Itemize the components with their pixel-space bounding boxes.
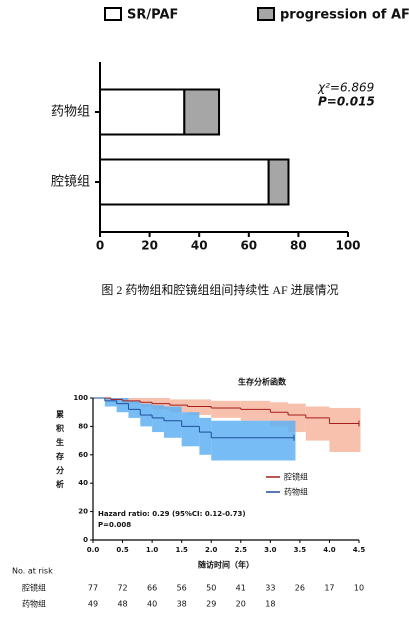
x-tick-label: 60 — [240, 239, 257, 253]
ci-band — [181, 412, 200, 447]
y-tick-label: 腔镜组 — [51, 175, 90, 190]
ci-band — [329, 407, 359, 452]
x-axis-label: 随访时间（年） — [198, 560, 254, 570]
x-tick-label: 0 — [96, 239, 104, 253]
risk-count: 41 — [236, 584, 246, 593]
x-tick-label: 20 — [141, 239, 158, 253]
annotation: P=0.015 — [318, 95, 375, 109]
risk-count: 26 — [295, 584, 305, 593]
risk-count: 17 — [324, 584, 334, 593]
x-tick-label: 1.5 — [175, 546, 188, 554]
x-tick-label: 80 — [290, 239, 307, 253]
ci-band — [240, 400, 271, 421]
x-tick-label: 3.0 — [264, 546, 277, 554]
risk-row-label: 药物组 — [22, 599, 46, 609]
x-tick-label: 0.5 — [116, 546, 129, 554]
risk-count: 40 — [147, 600, 157, 609]
risk-count: 56 — [177, 584, 187, 593]
legend-label: progression of AF — [280, 8, 409, 23]
x-tick-label: 100 — [335, 239, 360, 253]
legend-label: SR/PAF — [127, 8, 178, 23]
risk-count: 38 — [177, 600, 187, 609]
risk-table-title: No. at risk — [12, 567, 53, 576]
risk-count: 33 — [265, 584, 275, 593]
annotation: Hazard ratio: 0.29 (95%CI: 0.12-0.73) — [98, 510, 246, 518]
ci-band — [211, 400, 241, 418]
bar-segment — [99, 88, 186, 136]
ci-band — [293, 420, 296, 461]
ci-band — [305, 406, 330, 441]
x-tick-label: 1.0 — [146, 546, 159, 554]
bar-segment — [183, 88, 221, 136]
ci-band — [211, 420, 294, 461]
legend-label: 腔镜组 — [284, 472, 308, 482]
y-tick-label: 0 — [83, 536, 88, 544]
risk-count: 18 — [265, 600, 275, 609]
x-tick-label: 0.0 — [87, 546, 100, 554]
risk-count: 10 — [354, 584, 364, 593]
y-tick-label: 100 — [73, 394, 88, 402]
legend-label: 药物组 — [284, 487, 308, 497]
ci-band — [116, 398, 129, 413]
y-axis-label: 累积生存分析 — [56, 409, 65, 494]
y-tick-label: 80 — [78, 422, 88, 430]
legend-swatch — [104, 7, 122, 21]
ci-band — [163, 406, 182, 438]
ci-band — [104, 398, 117, 407]
x-tick-label: 3.5 — [294, 546, 307, 554]
y-tick-label: 20 — [78, 508, 88, 516]
x-tick-label: 40 — [191, 239, 208, 253]
x-tick-label: 2.5 — [235, 546, 248, 554]
ci-band — [199, 417, 212, 455]
annotation: χ²=6.869 — [317, 81, 374, 95]
risk-count: 72 — [117, 584, 127, 593]
y-tick-label: 60 — [78, 451, 88, 459]
bar-segment — [267, 158, 290, 206]
risk-count: 29 — [206, 600, 216, 609]
y-tick-label: 40 — [78, 479, 88, 487]
chart-title: 生存分析函数 — [238, 377, 287, 387]
ci-band — [270, 402, 289, 427]
legend-swatch — [257, 7, 275, 21]
x-tick-label: 4.0 — [323, 546, 336, 554]
risk-count: 77 — [88, 584, 98, 593]
bar-segment — [99, 158, 270, 206]
risk-count: 48 — [117, 600, 127, 609]
risk-count: 66 — [147, 584, 157, 593]
y-tick-label: 药物组 — [51, 105, 90, 120]
caption: 图 2 药物组和腔镜组组间持续性 AF 进展情况 — [101, 282, 338, 297]
ci-band — [152, 405, 164, 433]
risk-count: 20 — [236, 600, 246, 609]
ci-band — [359, 407, 361, 452]
ci-band — [187, 399, 212, 416]
risk-count: 50 — [206, 584, 216, 593]
risk-count: 49 — [88, 600, 98, 609]
annotation: P=0.008 — [98, 521, 131, 529]
risk-row-label: 腔镜组 — [22, 583, 46, 593]
x-tick-label: 2.0 — [205, 546, 218, 554]
x-tick-label: 4.5 — [353, 546, 366, 554]
